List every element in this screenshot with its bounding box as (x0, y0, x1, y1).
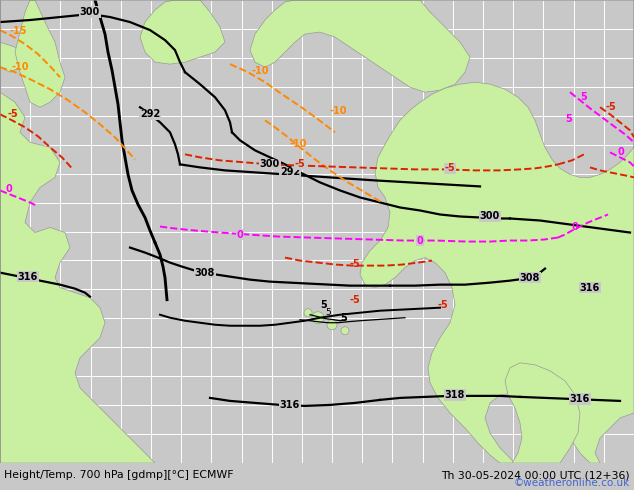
Text: 0: 0 (236, 229, 243, 240)
Text: 5: 5 (565, 114, 572, 124)
Text: -5: -5 (295, 159, 306, 170)
Text: 5: 5 (325, 308, 331, 317)
Text: 318: 318 (445, 390, 465, 400)
Text: -5: -5 (605, 102, 616, 112)
Text: Th 30-05-2024 00:00 UTC (12+36): Th 30-05-2024 00:00 UTC (12+36) (441, 470, 630, 480)
Text: -5: -5 (438, 300, 449, 310)
Text: Height/Temp. 700 hPa [gdmp][°C] ECMWF: Height/Temp. 700 hPa [gdmp][°C] ECMWF (4, 470, 233, 480)
Text: 300: 300 (80, 7, 100, 17)
Circle shape (312, 312, 324, 324)
Text: 316: 316 (280, 400, 300, 410)
Polygon shape (360, 0, 634, 463)
Text: -5: -5 (350, 259, 361, 269)
Polygon shape (0, 0, 155, 463)
Text: ©weatheronline.co.uk: ©weatheronline.co.uk (514, 478, 630, 488)
Text: -15: -15 (10, 26, 27, 36)
Circle shape (341, 327, 349, 335)
Polygon shape (505, 363, 580, 463)
Text: -10: -10 (252, 66, 269, 76)
Polygon shape (140, 0, 225, 64)
Text: 316: 316 (580, 283, 600, 293)
Text: -10: -10 (290, 139, 307, 149)
Text: 316: 316 (570, 394, 590, 404)
Text: 308: 308 (520, 272, 540, 283)
Text: 308: 308 (195, 268, 215, 278)
Text: -10: -10 (330, 106, 347, 116)
Polygon shape (0, 42, 25, 72)
Text: -5: -5 (350, 294, 361, 305)
Circle shape (327, 319, 337, 330)
Polygon shape (250, 0, 470, 92)
Text: 300: 300 (480, 212, 500, 221)
Text: 292: 292 (280, 168, 300, 177)
Text: -10: -10 (12, 62, 30, 72)
Text: 316: 316 (18, 271, 38, 282)
Text: 300: 300 (260, 159, 280, 170)
Text: 0: 0 (618, 147, 624, 157)
Circle shape (304, 309, 312, 317)
Text: -5: -5 (444, 163, 455, 173)
Polygon shape (15, 0, 65, 107)
Text: -5: -5 (8, 109, 19, 119)
Text: 0: 0 (572, 221, 579, 231)
Text: 0: 0 (5, 184, 12, 195)
Text: 5: 5 (580, 92, 586, 102)
Text: 0: 0 (417, 236, 424, 245)
Text: 5: 5 (320, 300, 327, 310)
Text: 5: 5 (340, 313, 347, 323)
Text: 292: 292 (140, 109, 160, 119)
